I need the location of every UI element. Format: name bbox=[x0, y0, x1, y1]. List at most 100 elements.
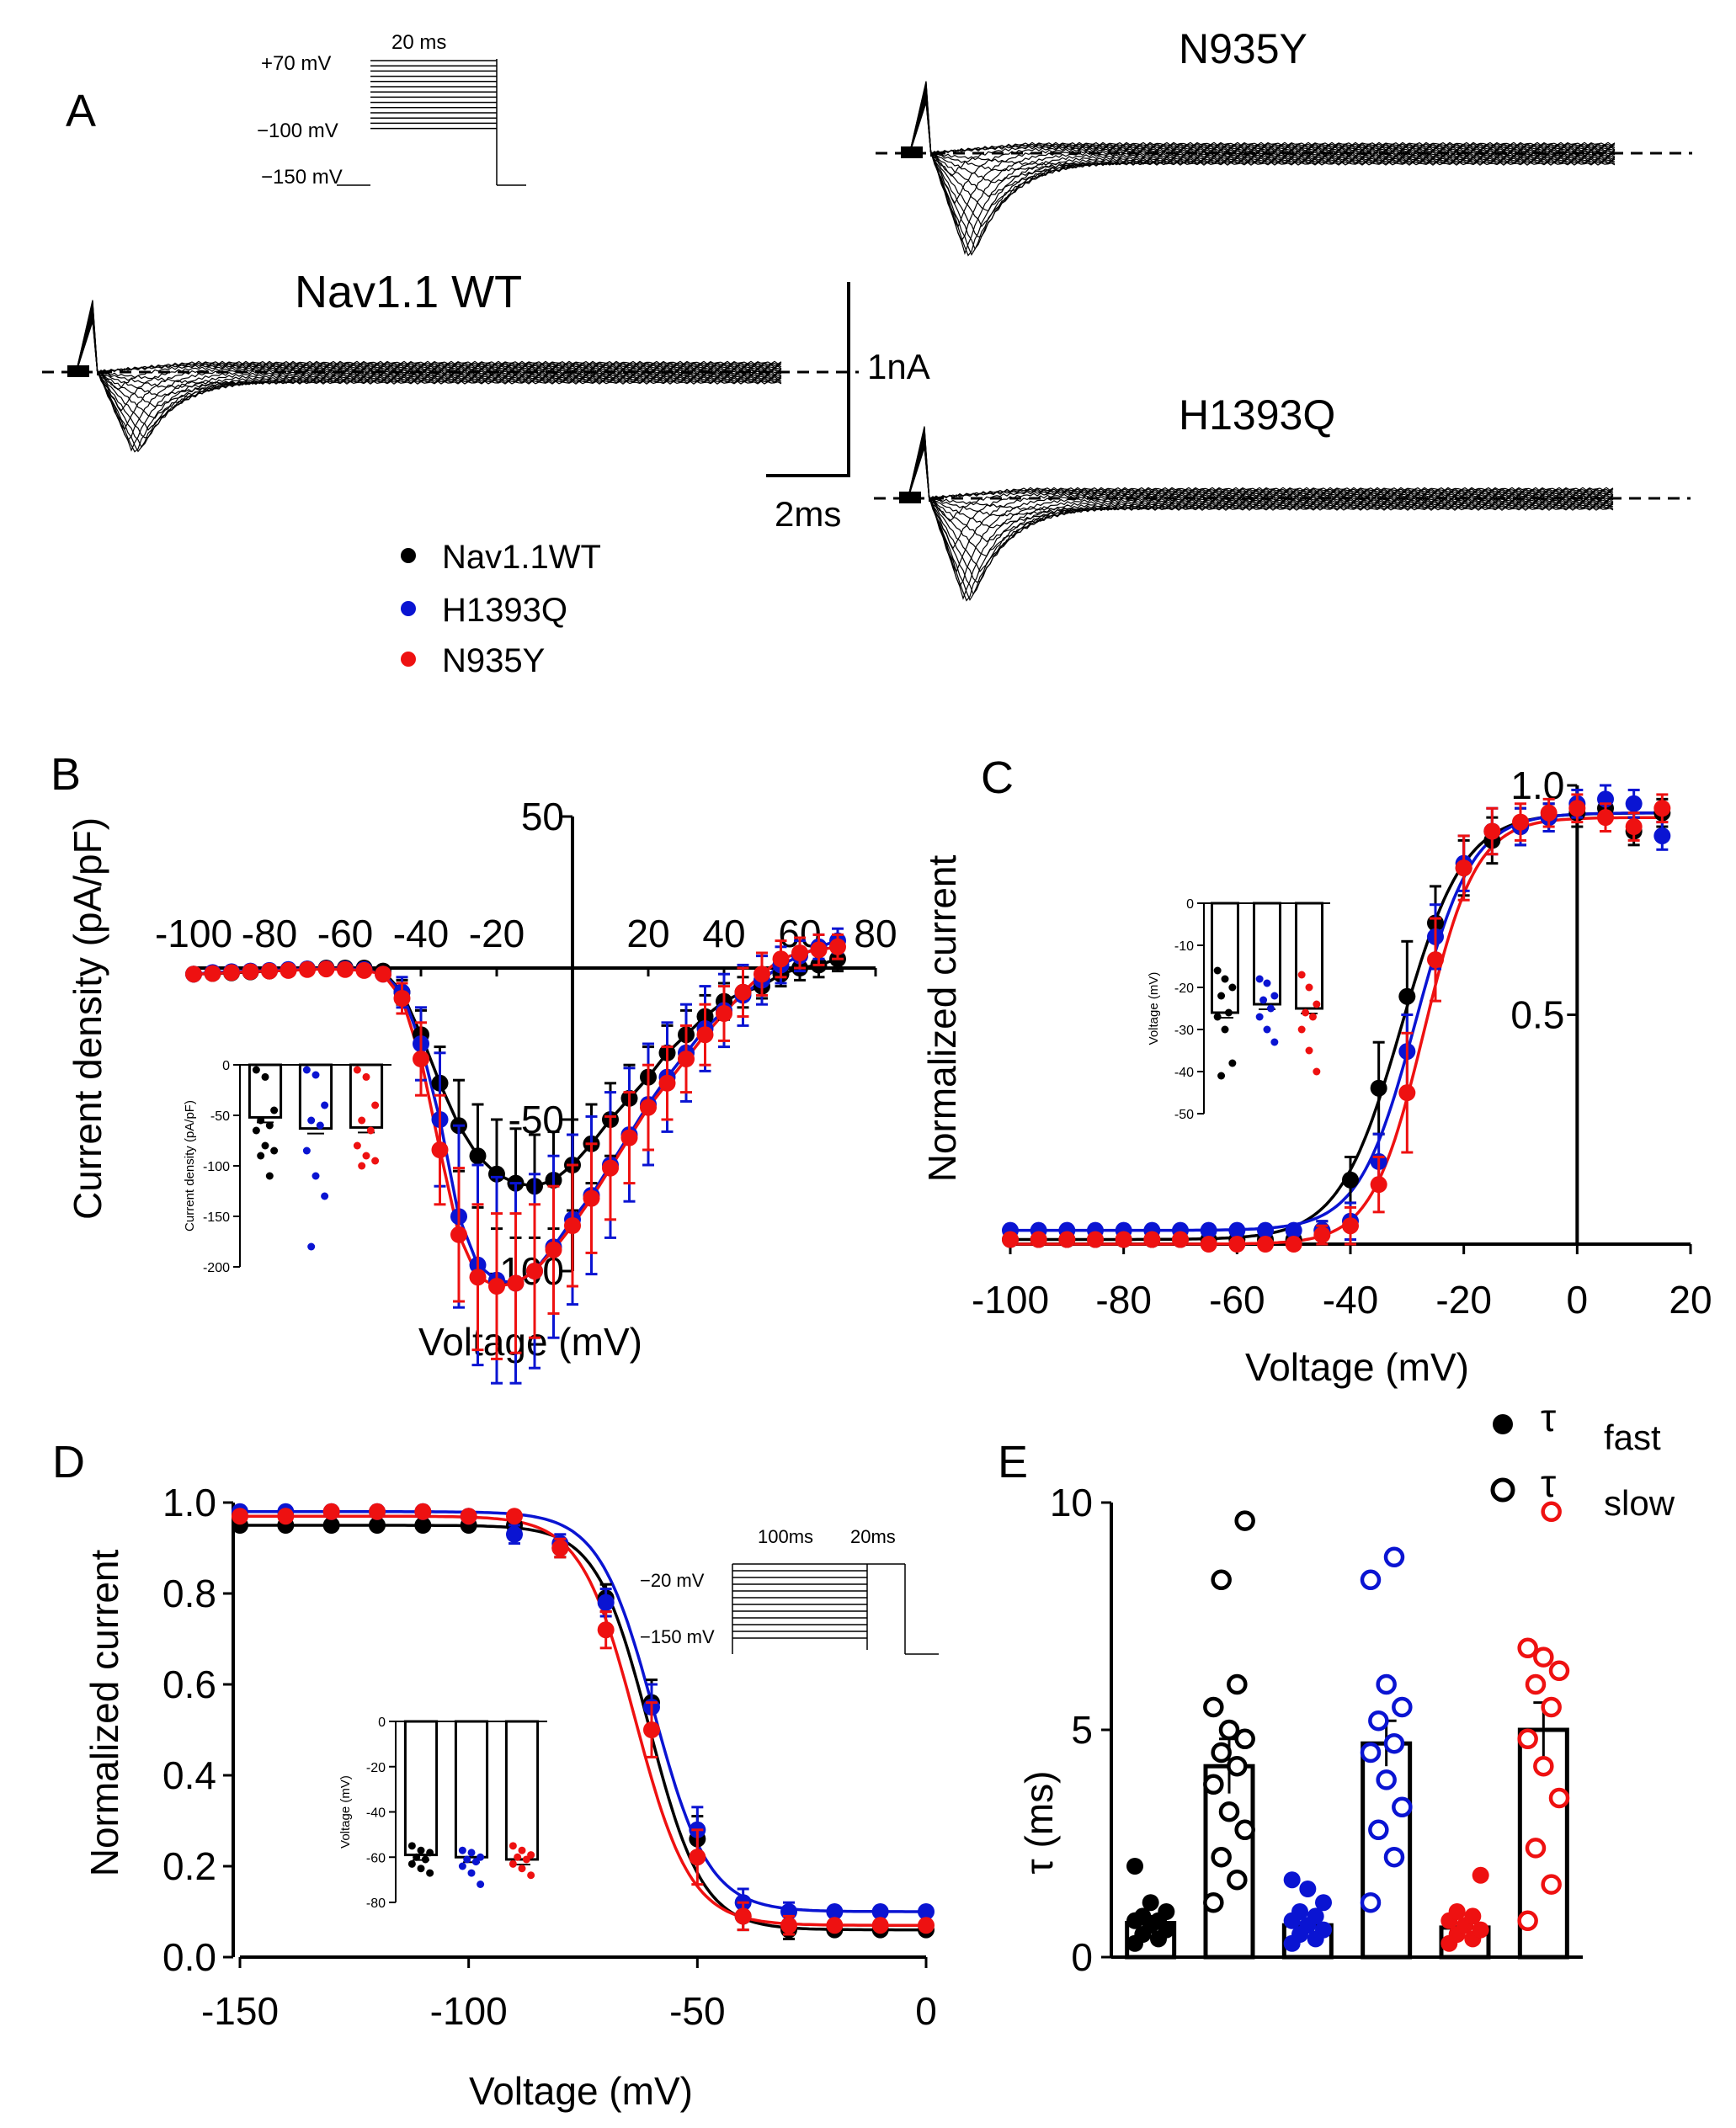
scalebar-current-label: 1nA bbox=[867, 347, 930, 386]
panel-c-inset-ytick-label: 0 bbox=[1186, 897, 1194, 912]
panel-b-n935y-point bbox=[545, 1241, 562, 1258]
n935y-trace-sweep bbox=[908, 81, 1616, 157]
panel-b-xtick-label: 80 bbox=[854, 912, 897, 955]
panel-e-tau: τ (ms) τ fast τ slow 0 5 10 bbox=[1017, 1396, 1675, 1979]
panel-e-point-slow bbox=[1234, 1510, 1255, 1531]
panel-b-n935y-point bbox=[337, 960, 354, 978]
panel-e-point-slow bbox=[1541, 1874, 1562, 1895]
panel-d-ytick-label: 0.0 bbox=[162, 1935, 216, 1979]
panel-b-inset-ytick-label: -100 bbox=[203, 1160, 230, 1174]
legend-marker-slow bbox=[1490, 1477, 1515, 1503]
wt-trace-sweep bbox=[75, 317, 782, 408]
panel-b-inset-point bbox=[252, 1126, 260, 1135]
panel-e-point-slow bbox=[1376, 1769, 1397, 1790]
n935y-trace-sweep bbox=[908, 82, 1616, 157]
panel-b-inset-point bbox=[261, 1141, 269, 1150]
panel-b-inset-point bbox=[371, 1157, 380, 1165]
panel-d-n935y-point bbox=[918, 1917, 935, 1934]
panel-c-n935y-point bbox=[1002, 1231, 1019, 1248]
panel-c-wt-point bbox=[1342, 1171, 1359, 1189]
panel-d-inset-point bbox=[463, 1855, 471, 1864]
panel-a-traces: 20 ms +70 mV −100 mV −150 mV Nav1.1 WT N… bbox=[42, 25, 1692, 679]
panel-b-inset-point bbox=[366, 1126, 375, 1135]
panel-b-n935y-point bbox=[810, 941, 828, 959]
trace-family-h1393q bbox=[874, 426, 1691, 602]
panel-b-n935y-point bbox=[261, 962, 278, 980]
panel-c-n935y-point bbox=[1087, 1231, 1104, 1248]
wt-trace-sweep bbox=[75, 305, 782, 412]
panel-d-inset-point bbox=[477, 1881, 485, 1888]
panel-b-inset-point bbox=[307, 1242, 316, 1251]
panel-c-inset-ytick-label: -10 bbox=[1174, 939, 1194, 954]
h1393q-trace-sweep bbox=[907, 444, 1614, 529]
panel-e-point-slow bbox=[1368, 1710, 1389, 1732]
panel-e-point-slow bbox=[1376, 1673, 1397, 1695]
panel-b-n935y-point bbox=[678, 1051, 695, 1067]
wt-trace-sweep bbox=[75, 312, 782, 449]
panel-d-protocol-label-2: −150 mV bbox=[640, 1626, 715, 1647]
panel-b-inset-point bbox=[252, 1066, 260, 1074]
panel-d-ytick-label: 0.6 bbox=[162, 1662, 216, 1706]
wt-trace-sweep bbox=[75, 310, 782, 453]
panel-c-n935y-point bbox=[1228, 1236, 1246, 1253]
legend-marker-n935y bbox=[401, 652, 416, 667]
panel-d-ytick-label: 0.8 bbox=[162, 1572, 216, 1615]
wt-trace-sweep bbox=[75, 300, 782, 376]
panel-e-point-slow bbox=[1360, 1891, 1382, 1913]
panel-b-n935y-point bbox=[696, 1026, 714, 1044]
panel-b-n935y-point bbox=[716, 1005, 732, 1022]
n935y-trace-sweep bbox=[908, 89, 1616, 255]
panel-e-point-fast bbox=[1142, 1894, 1159, 1912]
h1393q-trace-sweep bbox=[907, 429, 1614, 522]
panel-b-n935y-point bbox=[564, 1217, 581, 1234]
panel-c-inset-point bbox=[1255, 1013, 1264, 1021]
panel-d-inset-point bbox=[417, 1846, 425, 1854]
panel-e-point-slow bbox=[1525, 1838, 1547, 1859]
panel-e-point-fast bbox=[1464, 1907, 1482, 1925]
panel-b-inset-point bbox=[358, 1116, 366, 1125]
wt-trace-sweep bbox=[75, 311, 782, 453]
panel-d-n935y-point bbox=[506, 1508, 523, 1525]
n935y-trace-sweep bbox=[908, 91, 1616, 257]
panel-c-h1393q-point bbox=[1228, 1221, 1246, 1239]
legend-tau-fast-label: fast bbox=[1604, 1418, 1661, 1457]
panel-b-inset-ytick-label: -200 bbox=[203, 1261, 230, 1275]
panel-e-point-fast bbox=[1307, 1907, 1324, 1925]
panel-c-n935y-point bbox=[1030, 1231, 1047, 1248]
panel-b-n935y-point bbox=[299, 960, 316, 978]
panel-d-inset-point bbox=[518, 1846, 526, 1854]
panel-d-h1393q-point bbox=[871, 1903, 889, 1920]
panel-e-point-slow bbox=[1203, 1891, 1224, 1913]
panel-e-point-slow bbox=[1541, 1501, 1562, 1523]
panel-d-n935y-point bbox=[826, 1917, 844, 1934]
panel-e-point-slow bbox=[1227, 1869, 1248, 1891]
panel-b-inset-point bbox=[358, 1162, 366, 1170]
panel-d-inset-bar bbox=[454, 1720, 489, 1859]
panel-c-h1393q-point bbox=[1257, 1221, 1274, 1239]
panel-c-ylabel: Normalized current bbox=[920, 854, 964, 1182]
panel-b-inset-point bbox=[257, 1152, 265, 1160]
panel-b-n935y-point bbox=[469, 1269, 487, 1286]
legend-marker-fast bbox=[1493, 1414, 1513, 1434]
panel-b-ylabel: Current density (pA/pF) bbox=[66, 817, 109, 1220]
protocol-duration-label: 20 ms bbox=[391, 31, 446, 54]
h1393q-trace-sweep bbox=[907, 427, 1614, 503]
panel-b-inset-point bbox=[265, 1172, 274, 1180]
panel-b-inset-point bbox=[265, 1121, 274, 1130]
panel-letter-d: D bbox=[52, 1437, 85, 1487]
panel-d-inset-point bbox=[467, 1849, 476, 1857]
panel-b-wt-point bbox=[469, 1147, 487, 1165]
panel-d-protocol: 100ms 20ms −20 mV −150 mV bbox=[640, 1526, 939, 1655]
panel-b-inset-point bbox=[302, 1146, 311, 1155]
panel-d-h1393q-point bbox=[506, 1525, 523, 1543]
panel-e-point-fast bbox=[1126, 1858, 1143, 1875]
panel-c-wt-point bbox=[1370, 1079, 1387, 1097]
panel-e-point-fast bbox=[1158, 1903, 1175, 1920]
panel-c-inset-point bbox=[1266, 1004, 1275, 1013]
panel-e-point-slow bbox=[1203, 1696, 1224, 1718]
panel-c-n935y-point bbox=[1427, 951, 1444, 969]
panel-c-inset-point bbox=[1259, 996, 1268, 1004]
h1393q-trace-sweep bbox=[907, 446, 1614, 517]
panel-c-n935y-point bbox=[1313, 1226, 1331, 1244]
